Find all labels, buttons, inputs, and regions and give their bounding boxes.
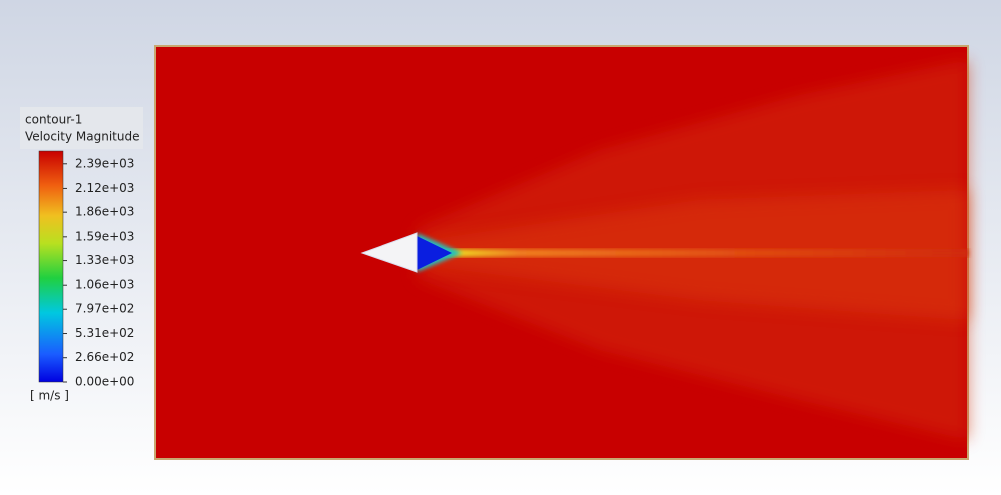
colorbar-tick-label: 1.33e+03 bbox=[75, 253, 134, 267]
colorbar-tick-label: 2.39e+03 bbox=[75, 156, 134, 170]
colorbar-tick-label: 2.66e+02 bbox=[75, 350, 134, 364]
wake bbox=[417, 60, 968, 440]
legend-variable: Velocity Magnitude bbox=[25, 130, 139, 144]
colorbar-tick-label: 1.06e+03 bbox=[75, 278, 134, 292]
legend-unit: [ m/s ] bbox=[30, 389, 69, 403]
colorbar-tick-label: 5.31e+02 bbox=[75, 326, 134, 340]
colorbar-tick-label: 7.97e+02 bbox=[75, 302, 134, 316]
legend-header bbox=[20, 107, 143, 149]
colorbar bbox=[38, 150, 64, 383]
colorbar-tick-label: 1.59e+03 bbox=[75, 229, 134, 243]
colorbar-tick-label: 1.86e+03 bbox=[75, 205, 134, 219]
legend-name: contour-1 bbox=[25, 113, 82, 127]
colorbar-tick-label: 2.12e+03 bbox=[75, 181, 134, 195]
body bbox=[360, 232, 418, 273]
colorbar-tick-label: 0.00e+00 bbox=[75, 375, 134, 389]
wake-jet bbox=[440, 249, 968, 257]
wake-recirculation bbox=[417, 236, 452, 270]
